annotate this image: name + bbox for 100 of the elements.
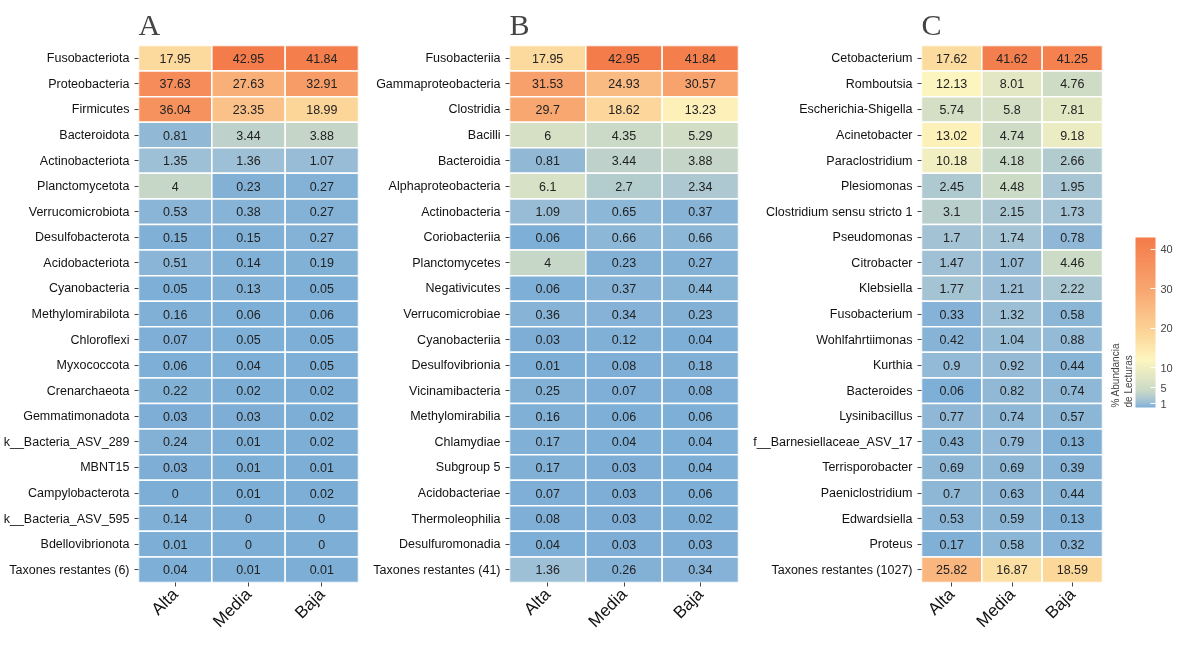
color-bar-label: 30	[1160, 282, 1173, 295]
x-tick-label: Alta	[147, 584, 183, 619]
data-label: 18.59	[1056, 563, 1089, 578]
data-label: 31.53	[532, 77, 564, 92]
data-label: 0.02	[309, 384, 335, 399]
data-label: 37.63	[159, 77, 191, 92]
y-tick-label: Bacteroidia	[437, 153, 501, 168]
data-label: 0.63	[999, 486, 1025, 501]
data-label: 1.32	[999, 307, 1025, 322]
data-label: 1.35	[163, 154, 188, 169]
data-label: 0.16	[535, 409, 560, 424]
y-tick-label: Bacilli	[467, 128, 501, 142]
data-label: 17.62	[936, 51, 968, 66]
y-tick-label: Cetobacterium	[831, 51, 913, 66]
y-tick-label: Bdellovibrionota	[40, 537, 130, 552]
data-label: 1.07	[309, 154, 335, 169]
data-label: 42.95	[608, 51, 640, 66]
data-label: 0.07	[611, 384, 637, 399]
data-label: 0.27	[309, 230, 335, 245]
data-label: 0.77	[939, 409, 964, 424]
data-label: 0.39	[1060, 460, 1085, 475]
data-label: 0.03	[163, 409, 188, 424]
data-label: 0.06	[688, 486, 713, 501]
y-tick-label: Desulfovibrionia	[411, 358, 501, 373]
data-label: 4.46	[1060, 256, 1085, 271]
data-label: 0.06	[688, 409, 713, 424]
data-label: 0.24	[163, 435, 188, 450]
data-label: 0.05	[309, 358, 335, 373]
x-tick-label: Alta	[520, 584, 555, 619]
data-label: 1.77	[939, 281, 964, 296]
data-label: 0.07	[163, 333, 188, 348]
data-label: 0	[171, 486, 179, 501]
y-tick-label: Klebsiella	[859, 281, 913, 296]
data-label: 0.13	[1060, 512, 1085, 527]
data-label: 0.7	[942, 486, 961, 501]
y-tick-label: Verrucomicrobiae	[403, 307, 501, 321]
data-label: 12.13	[936, 77, 968, 92]
data-label: 0.19	[309, 256, 335, 271]
chart-title: A	[138, 7, 161, 41]
x-tick-label: Alta	[924, 584, 959, 619]
data-label: 0.33	[939, 307, 964, 322]
data-label: 1.04	[999, 333, 1025, 348]
data-label: 0.43	[939, 435, 964, 450]
data-label: 30.57	[684, 77, 717, 92]
data-label: 0.08	[688, 384, 713, 399]
data-label: 0.78	[1060, 230, 1085, 245]
data-label: 2.45	[939, 179, 964, 194]
y-tick-label: Lysinibacillus	[839, 409, 913, 424]
data-label: 0.14	[163, 512, 188, 527]
data-label: 0.79	[999, 435, 1025, 450]
y-tick-label: Fusobacterium	[829, 307, 913, 321]
data-label: 7.81	[1060, 102, 1085, 117]
y-tick-label: Proteobacteria	[48, 76, 130, 91]
y-tick-label: Subgroup 5	[435, 460, 501, 475]
data-label: 1.36	[535, 563, 560, 578]
data-label: 10.18	[936, 154, 968, 169]
data-label: 0.15	[163, 230, 188, 245]
y-tick-label: Edwardsiella	[841, 511, 913, 526]
data-label: 0.15	[236, 230, 261, 245]
data-label: 0.34	[611, 307, 637, 322]
data-label: 0.01	[163, 537, 188, 552]
data-label: 0.65	[611, 205, 637, 220]
data-label: 0.14	[236, 256, 261, 271]
data-label: 5.8	[1003, 102, 1021, 117]
data-label: 4.48	[999, 179, 1025, 194]
data-label: 0.9	[942, 358, 961, 373]
y-tick-label: Pseudomonas	[832, 230, 913, 245]
y-tick-label: Planctomycetota	[37, 179, 130, 194]
data-label: 0.03	[611, 537, 637, 552]
color-bar-title: % Abundancia de Lecturas	[1110, 343, 1135, 408]
data-label: 13.23	[684, 102, 717, 117]
data-label: 0	[245, 512, 253, 527]
data-label: 0.06	[535, 281, 560, 296]
data-label: 0.51	[163, 256, 188, 271]
data-label: 4	[171, 179, 179, 194]
data-label: 0.25	[535, 384, 560, 399]
y-tick-label: Chlamydiae	[434, 434, 501, 449]
data-label: 0.58	[1060, 307, 1085, 322]
x-tick-label: Baja	[1041, 584, 1080, 623]
data-label: 0.22	[163, 384, 188, 399]
data-label: 0.37	[611, 281, 637, 296]
data-label: 0.37	[688, 205, 713, 220]
color-bar-label: 1	[1160, 397, 1167, 410]
data-label: 3.1	[942, 205, 961, 220]
data-label: 0.07	[535, 486, 560, 501]
data-label: 0.05	[163, 281, 188, 296]
data-label: 0.69	[939, 460, 964, 475]
data-label: 0	[318, 512, 326, 527]
data-label: 0.58	[999, 537, 1025, 552]
data-label: 41.84	[684, 51, 717, 66]
data-label: 0.04	[236, 358, 261, 373]
data-label: 0.02	[309, 409, 335, 424]
y-tick-label: Actinobacteria	[421, 204, 501, 219]
data-label: 0.38	[236, 205, 261, 220]
data-label: 0.01	[535, 358, 560, 373]
y-tick-label: Vicinamibacteria	[409, 383, 501, 398]
y-tick-label: Acidobacteriae	[417, 486, 501, 500]
data-label: 27.63	[232, 77, 265, 92]
data-label: 9.18	[1060, 128, 1085, 143]
data-label: 29.7	[535, 102, 560, 117]
